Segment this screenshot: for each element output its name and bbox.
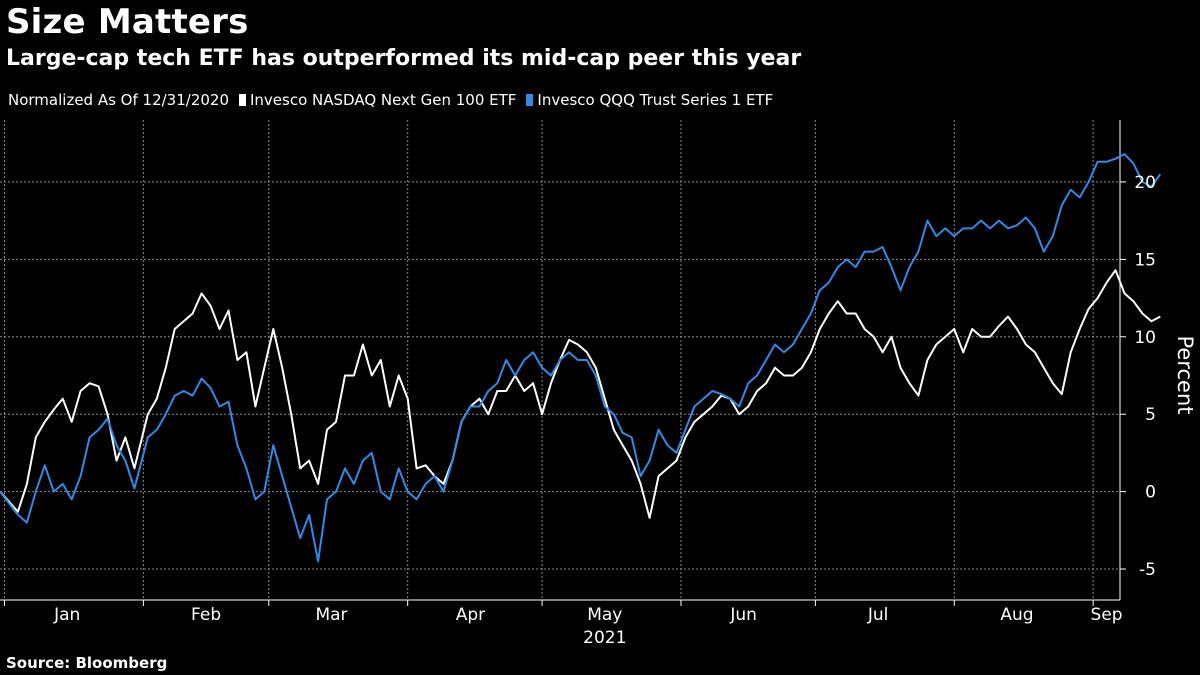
legend-normalized-label: Normalized As Of 12/31/2020 — [8, 91, 229, 109]
x-axis-label: 2021 — [583, 628, 626, 648]
y-tick-label: 20 — [1134, 173, 1156, 193]
axis-labels: -5 0 5 10 15 20 Jan Feb Mar Apr May Jun Jul Aug Sep 202… — [53, 173, 1197, 648]
series-line-qqq — [0, 153, 1162, 563]
y-tick-label: 10 — [1134, 328, 1156, 348]
series-line-next-gen — [0, 269, 1161, 519]
x-tick-label-may: May — [587, 605, 622, 625]
x-tick-label-apr: Apr — [456, 605, 485, 625]
legend: Normalized As Of 12/31/2020 Invesco NASD… — [8, 91, 783, 109]
chart-title: Size Matters — [6, 2, 249, 42]
y-tick-label: -5 — [1139, 560, 1156, 580]
legend-label-next-gen: Invesco NASDAQ Next Gen 100 ETF — [250, 91, 517, 109]
x-tick-label-aug: Aug — [1000, 605, 1033, 625]
legend-item-qqq: Invesco QQQ Trust Series 1 ETF — [526, 91, 773, 109]
gridlines — [0, 120, 1120, 600]
x-tick-label-mar: Mar — [315, 605, 347, 625]
legend-item-next-gen: Invesco NASDAQ Next Gen 100 ETF — [239, 91, 516, 109]
axes — [0, 120, 1126, 606]
normalized-label-text: Normalized As Of 12/31/2020 — [8, 91, 229, 109]
legend-swatch-blue — [526, 94, 534, 106]
legend-swatch-white — [239, 94, 246, 106]
y-tick-label: 0 — [1145, 483, 1156, 503]
y-axis-title: Percent — [1173, 335, 1197, 414]
legend-label-qqq: Invesco QQQ Trust Series 1 ETF — [537, 91, 774, 109]
y-tick-label: 5 — [1145, 405, 1156, 425]
x-tick-label-jul: Jul — [867, 605, 889, 625]
series-lines — [0, 153, 1162, 563]
x-tick-label-jan: Jan — [53, 605, 80, 625]
x-tick-label-feb: Feb — [191, 605, 221, 625]
x-tick-label-sep: Sep — [1091, 605, 1123, 625]
x-tick-label-jun: Jun — [729, 605, 757, 625]
y-tick-label: 15 — [1134, 250, 1156, 270]
source-note: Source: Bloomberg — [6, 654, 168, 672]
chart-subtitle: Large-cap tech ETF has outperformed its … — [6, 46, 802, 71]
